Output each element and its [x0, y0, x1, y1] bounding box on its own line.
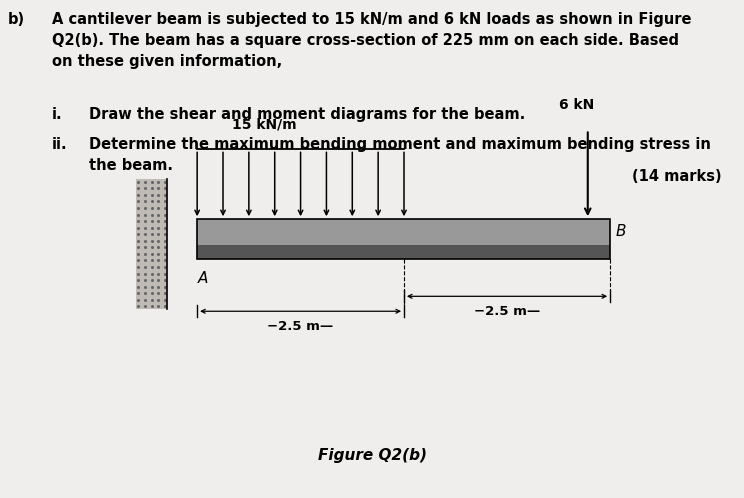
Text: A: A: [198, 271, 208, 286]
Text: 6 kN: 6 kN: [559, 98, 594, 112]
Text: B: B: [616, 224, 626, 239]
Text: −2.5 m—: −2.5 m—: [474, 305, 540, 318]
Bar: [197, 219, 610, 259]
Text: −2.5 m—: −2.5 m—: [267, 320, 334, 333]
Text: Figure Q2(b): Figure Q2(b): [318, 448, 426, 463]
Text: (14 marks): (14 marks): [632, 169, 722, 184]
Text: Draw the shear and moment diagrams for the beam.: Draw the shear and moment diagrams for t…: [89, 107, 525, 122]
Text: A cantilever beam is subjected to 15 kN/m and 6 kN loads as shown in Figure
Q2(b: A cantilever beam is subjected to 15 kN/…: [52, 12, 692, 69]
Bar: [197, 219, 610, 245]
Text: b): b): [7, 12, 25, 27]
Bar: [197, 245, 610, 259]
Text: Determine the maximum bending moment and maximum bending stress in
the beam.: Determine the maximum bending moment and…: [89, 137, 711, 173]
Text: i.: i.: [52, 107, 62, 122]
Text: ii.: ii.: [52, 137, 68, 152]
Text: 15 kN/m: 15 kN/m: [232, 118, 296, 132]
Bar: [136, 179, 167, 309]
